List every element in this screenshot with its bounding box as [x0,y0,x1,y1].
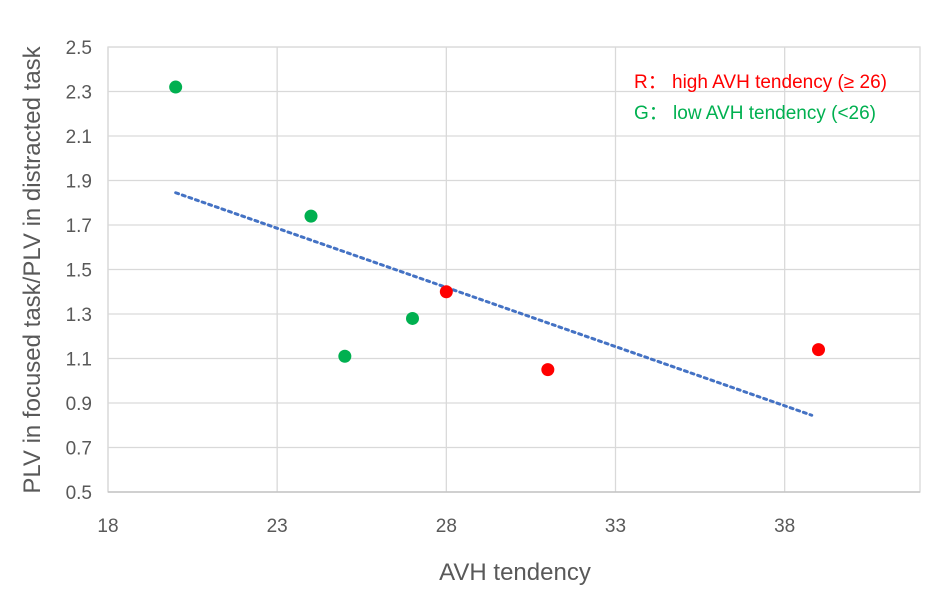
y-tick-label: 1.7 [66,216,92,237]
x-tick-label: 23 [267,516,288,537]
y-tick-label: 2.3 [66,83,92,104]
data-points [169,80,825,377]
x-tick-label: 28 [436,516,457,537]
trendline [174,191,814,417]
data-point [169,80,183,94]
legend-item-low: G： low AVH tendency (<26) [634,103,876,124]
x-axis-title: AVH tendency [439,559,591,586]
x-tick-label: 38 [774,516,795,537]
legend-item-high: R： high AVH tendency (≥ 26) [634,72,887,93]
x-tick-labels: 18 23 28 33 38 [97,516,795,537]
x-tick-label: 18 [97,516,118,537]
y-tick-label: 1.5 [66,261,92,282]
y-axis-title: PLV in focused task/PLV in distracted ta… [19,45,46,493]
data-point [338,349,352,363]
y-tick-label: 0.7 [66,439,92,460]
y-tick-label: 2.1 [66,127,92,148]
data-point [541,363,555,377]
data-point [812,343,825,357]
y-tick-label: 0.5 [66,483,92,504]
y-tick-label: 1.1 [66,350,92,371]
data-point [304,209,318,223]
data-point [439,285,453,299]
y-tick-label: 2.5 [66,38,92,59]
trendline-group [174,191,814,417]
y-tick-label: 0.9 [66,394,92,415]
y-tick-label: 1.3 [66,305,92,326]
y-tick-label: 1.9 [66,172,92,193]
data-point [406,311,419,325]
x-tick-label: 33 [605,516,626,537]
legend: R： high AVH tendency (≥ 26) G： low AVH t… [634,72,887,124]
y-tick-labels: 0.5 0.7 0.9 1.1 1.3 1.5 1.7 1.9 2.1 2.3 2.5 [66,38,92,504]
axes [107,46,921,493]
